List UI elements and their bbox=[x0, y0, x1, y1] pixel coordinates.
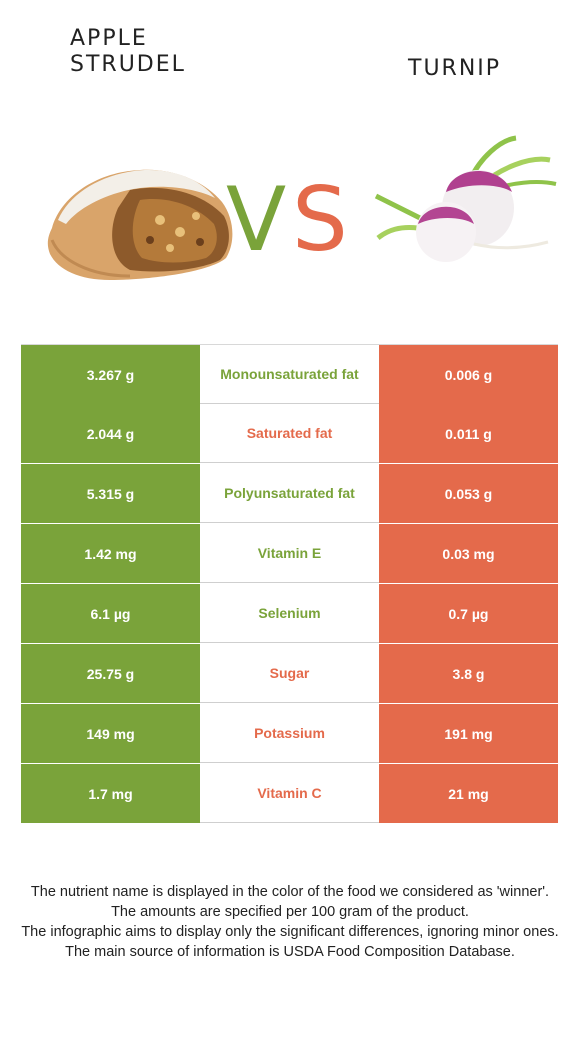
left-value: 149 mg bbox=[21, 704, 200, 763]
nutrient-name: Polyunsaturated fat bbox=[200, 464, 379, 523]
nutrient-name: Vitamin E bbox=[200, 524, 379, 583]
table-row: 1.42 mg Vitamin E 0.03 mg bbox=[21, 524, 558, 584]
food-left-title: APPLE STRUDEL bbox=[70, 26, 250, 78]
nutrient-name: Saturated fat bbox=[200, 404, 379, 463]
left-value: 3.267 g bbox=[21, 345, 200, 404]
vs-letter-s: S bbox=[292, 168, 348, 262]
comparison-table: 3.267 g Monounsaturated fat 0.006 g 2.044 g… bbox=[21, 344, 558, 824]
nutrient-name: Sugar bbox=[200, 644, 379, 703]
nutrient-name: Monounsaturated fat bbox=[200, 345, 379, 404]
footer-notes: The nutrient name is displayed in the co… bbox=[20, 882, 560, 962]
nutrient-name: Potassium bbox=[200, 704, 379, 763]
right-value: 0.7 µg bbox=[379, 584, 558, 643]
right-value: 0.011 g bbox=[379, 404, 558, 463]
vs-letter-v: V bbox=[226, 168, 286, 262]
footer-line-3: The infographic aims to display only the… bbox=[21, 924, 559, 940]
table-row: 25.75 g Sugar 3.8 g bbox=[21, 644, 558, 704]
left-value: 1.7 mg bbox=[21, 764, 200, 823]
food-left-title-line1: APPLE bbox=[70, 26, 148, 51]
food-right-title: TURNIP bbox=[408, 56, 502, 81]
food-images bbox=[47, 135, 557, 280]
right-value: 21 mg bbox=[379, 764, 558, 823]
left-value: 6.1 µg bbox=[21, 584, 200, 643]
right-value: 0.006 g bbox=[379, 345, 558, 404]
right-value: 191 mg bbox=[379, 704, 558, 763]
footer-line-4: The main source of information is USDA F… bbox=[65, 944, 515, 960]
footer-line-1: The nutrient name is displayed in the co… bbox=[30, 884, 550, 900]
table-row: 2.044 g Saturated fat 0.011 g bbox=[21, 404, 558, 464]
left-value: 1.42 mg bbox=[21, 524, 200, 583]
left-value: 2.044 g bbox=[21, 404, 200, 463]
left-value: 25.75 g bbox=[21, 644, 200, 703]
table-row: 149 mg Potassium 191 mg bbox=[21, 704, 558, 764]
vs-label: V S bbox=[226, 168, 348, 262]
nutrient-name: Vitamin C bbox=[200, 764, 379, 823]
turnip-image bbox=[374, 135, 557, 262]
table-row: 1.7 mg Vitamin C 21 mg bbox=[21, 764, 558, 824]
table-row: 5.315 g Polyunsaturated fat 0.053 g bbox=[21, 464, 558, 524]
apple-strudel-image bbox=[47, 169, 233, 280]
footer-line-2: The amounts are specified per 100 gram o… bbox=[111, 904, 469, 920]
food-left-title-line2: STRUDEL bbox=[70, 52, 186, 77]
table-row: 6.1 µg Selenium 0.7 µg bbox=[21, 584, 558, 644]
left-value: 5.315 g bbox=[21, 464, 200, 523]
nutrient-name: Selenium bbox=[200, 584, 379, 643]
right-value: 0.03 mg bbox=[379, 524, 558, 583]
right-value: 3.8 g bbox=[379, 644, 558, 703]
table-row: 3.267 g Monounsaturated fat 0.006 g bbox=[21, 344, 558, 404]
right-value: 0.053 g bbox=[379, 464, 558, 523]
